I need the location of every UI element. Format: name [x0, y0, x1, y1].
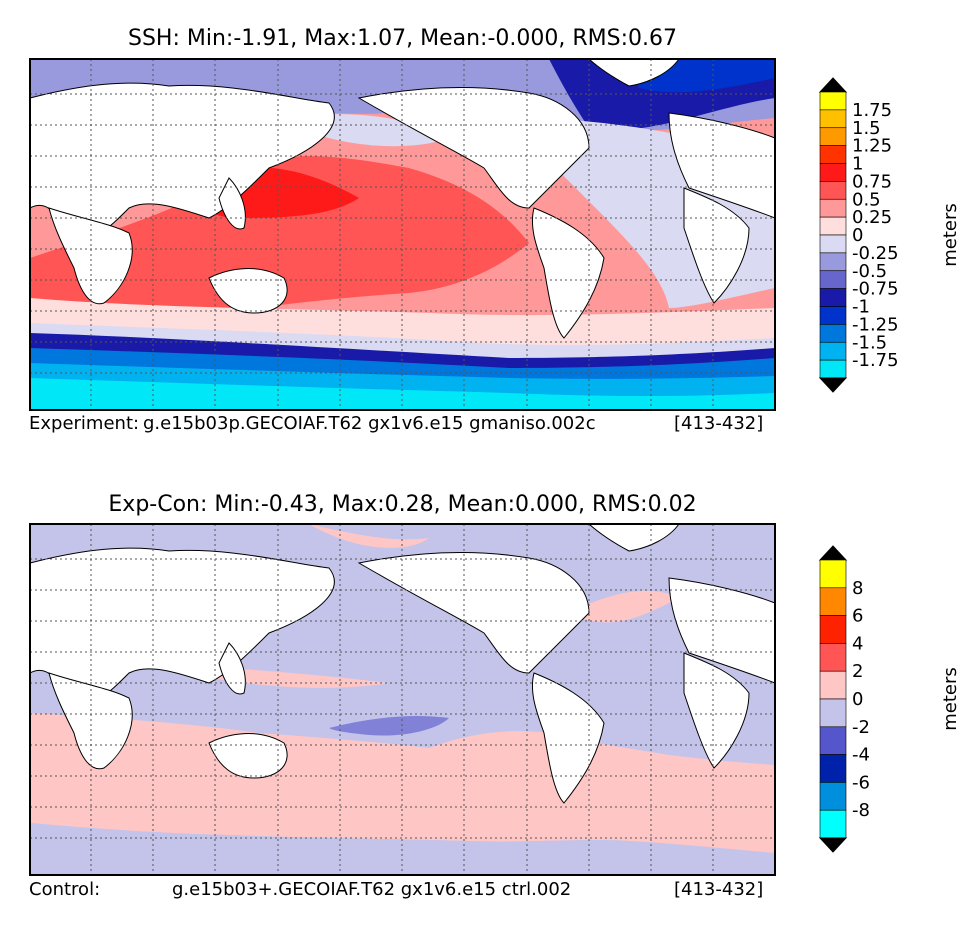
- colorbar-swatch: [819, 252, 847, 272]
- colorbar-tick-label: -4: [852, 745, 870, 766]
- colorbar-tick-label: 0.5: [852, 189, 881, 210]
- colorbar-tick-label: 0: [852, 225, 863, 246]
- panel2-caption-right: [413-432]: [674, 879, 764, 900]
- colorbar-swatch: [819, 587, 847, 616]
- colorbar-under-triangle: [818, 837, 848, 853]
- colorbar-tick-label: -0.75: [852, 279, 899, 300]
- colorbar-tick-label: 1.75: [852, 100, 892, 121]
- colorbar-swatch: [819, 670, 847, 700]
- panel2-colorbar: 8 6 4 2 0 -2 -4 -6 -8 meters: [818, 545, 960, 853]
- colorbar-swatch: [819, 698, 847, 728]
- colorbar-swatch: [819, 288, 847, 307]
- colorbar-tick-label: -2: [852, 717, 870, 738]
- colorbar-swatch: [819, 163, 847, 182]
- panel2-caption-mid: g.e15b03+.GECOIAF.T62 gx1v6.e15 ctrl.002: [172, 879, 572, 900]
- colorbar-axis-label: meters: [940, 203, 960, 267]
- colorbar-swatch: [819, 306, 847, 325]
- colorbar-under-triangle: [818, 377, 848, 393]
- colorbar-swatch: [819, 234, 847, 254]
- colorbar-tick-label: -1: [852, 297, 870, 318]
- colorbar-swatch: [819, 559, 847, 589]
- colorbar-swatch: [819, 643, 847, 672]
- panel2-map: [29, 523, 776, 876]
- panel1-caption-right: [413-432]: [674, 413, 764, 434]
- colorbar-swatch: [819, 359, 847, 379]
- colorbar-swatch: [819, 109, 847, 129]
- colorbar-swatch: [819, 145, 847, 164]
- colorbar-swatch: [819, 809, 847, 839]
- panel2-title: Exp-Con: Min:-0.43, Max:0.28, Mean:0.000…: [108, 492, 697, 517]
- colorbar-swatch: [819, 198, 847, 218]
- colorbar-tick-label: -1.5: [852, 332, 887, 353]
- panel1-caption-mid: g.e15b03p.GECOIAF.T62 gx1v6.e15 gmaniso.…: [143, 413, 596, 434]
- colorbar-tick-label: -0.25: [852, 243, 899, 264]
- colorbar-over-triangle: [818, 545, 848, 561]
- colorbar-swatch: [819, 216, 847, 236]
- colorbar-swatch: [819, 782, 847, 811]
- panel1-map: [29, 58, 776, 411]
- colorbar-swatch: [819, 270, 847, 289]
- colorbar-axis-label: meters: [940, 667, 960, 731]
- colorbar-tick-label: -1.25: [852, 314, 899, 335]
- colorbar-swatch: [819, 324, 847, 343]
- colorbar-swatch: [819, 726, 847, 755]
- colorbar-swatch: [819, 127, 847, 146]
- colorbar-tick-label: 0: [852, 689, 863, 710]
- colorbar-tick-label: 8: [852, 578, 863, 599]
- colorbar-tick-label: 6: [852, 606, 863, 627]
- colorbar-tick-label: -6: [852, 772, 870, 793]
- colorbar-tick-label: 2: [852, 661, 863, 682]
- colorbar-swatch: [819, 754, 847, 783]
- colorbar-tick-label: 1.25: [852, 136, 892, 157]
- panel2-caption-left: Control:: [29, 879, 101, 900]
- colorbar-tick-label: 0.25: [852, 207, 892, 228]
- colorbar-tick-label: 1.5: [852, 118, 881, 139]
- colorbar-tick-label: 1: [852, 154, 863, 175]
- colorbar-over-triangle: [818, 77, 848, 93]
- colorbar-tick-label: 0.75: [852, 171, 892, 192]
- colorbar-swatch: [819, 615, 847, 644]
- colorbar-tick-label: -0.5: [852, 261, 887, 282]
- panel1-colorbar: 1.751.51.2510.750.50.250-0.25-0.5-0.75-1…: [818, 77, 960, 393]
- colorbar-tick-label: 4: [852, 633, 863, 654]
- colorbar-tick-label: -8: [852, 800, 870, 821]
- panel1-title: SSH: Min:-1.91, Max:1.07, Mean:-0.000, R…: [128, 26, 677, 51]
- colorbar-tick-label: -1.75: [852, 350, 899, 371]
- colorbar-swatch: [819, 91, 847, 111]
- panel1-caption-left: Experiment:: [29, 413, 140, 434]
- colorbar-swatch: [819, 341, 847, 361]
- colorbar-swatch: [819, 181, 847, 200]
